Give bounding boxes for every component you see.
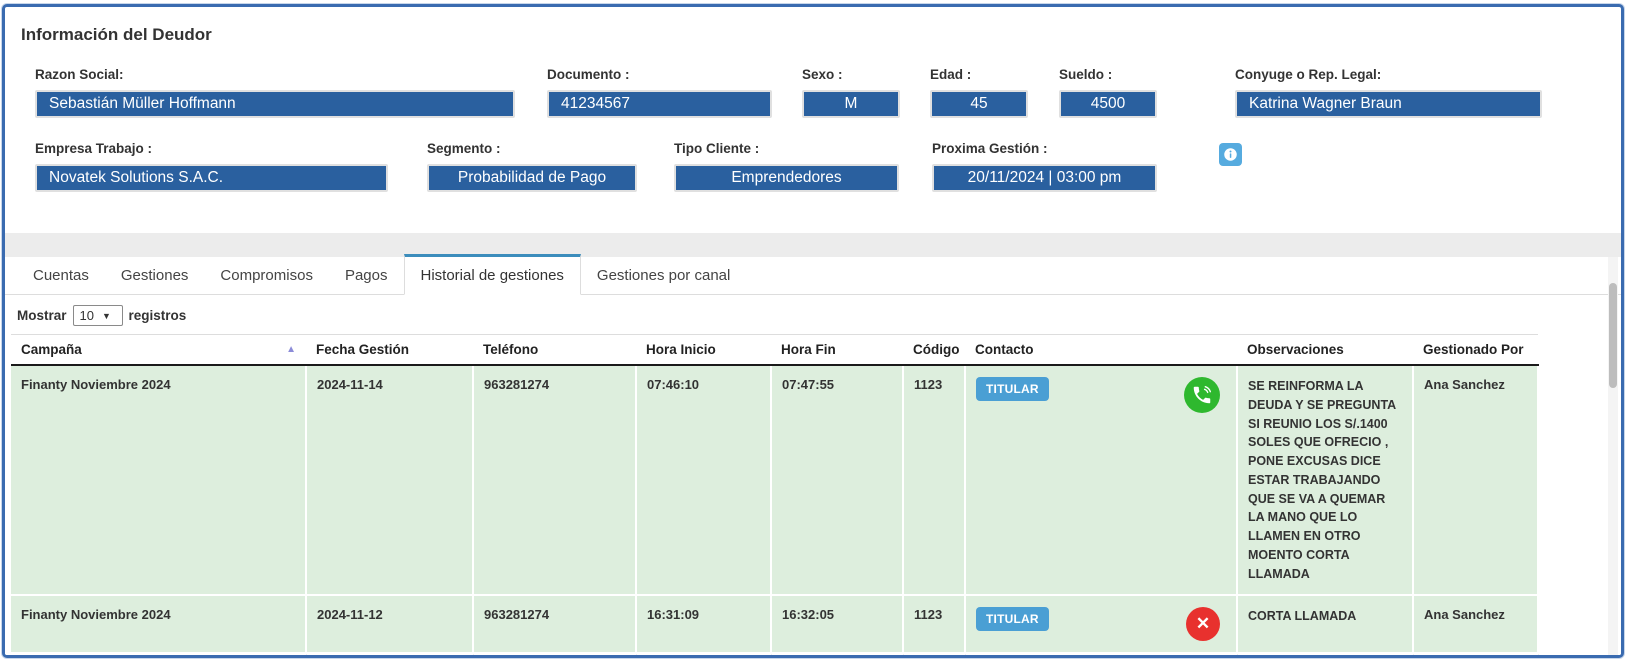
- cell-start-time: 07:46:10: [636, 365, 772, 597]
- cell-observations: SE REINFORMA LA DEUDA Y SE PREGUNTA SI R…: [1237, 365, 1414, 597]
- info-circle-glyph: [1224, 148, 1237, 161]
- sueldo-value[interactable]: 4500: [1059, 90, 1157, 118]
- tab-bar: Cuentas Gestiones Compromisos Pagos Hist…: [5, 254, 1621, 295]
- cell-agent: Yessenia Nima: [1413, 652, 1539, 655]
- conyuge-value[interactable]: Katrina Wagner Braun: [1235, 90, 1542, 118]
- field-sexo: Sexo : M: [802, 67, 900, 118]
- call-answered-icon: [1184, 377, 1220, 413]
- page-title: Información del Deudor: [21, 25, 212, 44]
- show-label: Mostrar: [17, 308, 67, 323]
- segmento-value[interactable]: Probabilidad de Pago: [427, 164, 637, 192]
- cell-date: 2024-11-14: [306, 365, 474, 597]
- table-row: Finanty Noviembre 2024 2024-11-12 963281…: [11, 595, 1539, 655]
- tab-pagos[interactable]: Pagos: [344, 267, 388, 284]
- field-label: Conyuge o Rep. Legal:: [1235, 67, 1382, 82]
- cell-observations: APROVECHA Y LIQUIDA TU DEUDA DE MIBANCO …: [1237, 652, 1414, 655]
- tab-historial-de-gestiones[interactable]: Historial de gestiones: [403, 254, 581, 295]
- contact-badge: TITULAR: [976, 607, 1049, 632]
- tab-compromisos[interactable]: Compromisos: [220, 267, 313, 284]
- col-header-fecha-gestion[interactable]: Fecha Gestión: [306, 334, 473, 366]
- cell-code: 1156: [903, 652, 966, 655]
- cell-phone: 963281274: [473, 652, 637, 655]
- field-label: Sexo :: [802, 67, 843, 82]
- razon-social-value[interactable]: Sebastián Müller Hoffmann: [35, 90, 515, 118]
- records-label: registros: [128, 308, 187, 323]
- field-conyuge: Conyuge o Rep. Legal: Katrina Wagner Bra…: [1235, 67, 1542, 118]
- field-sueldo: Sueldo : 4500: [1059, 67, 1157, 118]
- cell-phone: 963281274: [473, 365, 637, 597]
- edad-value[interactable]: 45: [930, 90, 1028, 118]
- section-divider: [5, 233, 1621, 257]
- cell-end-time: 16:32:05: [771, 595, 904, 655]
- cell-contact: TITULAR ✕: [965, 595, 1238, 655]
- sort-asc-icon: ▲: [286, 344, 296, 355]
- scrollbar-thumb[interactable]: [1609, 283, 1617, 388]
- debtor-info-section: Información del Deudor Razon Social: Seb…: [7, 7, 1619, 233]
- vertical-scrollbar[interactable]: [1608, 257, 1618, 655]
- field-label: Edad :: [930, 67, 972, 82]
- col-header-label: Campaña: [21, 342, 82, 357]
- field-label: Tipo Cliente :: [674, 141, 760, 156]
- col-header-gestionado-por[interactable]: Gestionado Por: [1413, 334, 1538, 366]
- table-row: Finanty Noviembre 2024 2024-11-11 963281…: [11, 652, 1539, 655]
- table-header-row: Campaña ▲ Fecha Gestión Teléfono Hora In…: [11, 334, 1538, 366]
- col-header-codigo[interactable]: Código: [903, 334, 965, 366]
- cell-observations: CORTA LLAMADA: [1237, 595, 1414, 655]
- field-label: Sueldo :: [1059, 67, 1113, 82]
- sexo-value[interactable]: M: [802, 90, 900, 118]
- tipo-cliente-value[interactable]: Emprendedores: [674, 164, 899, 192]
- field-documento: Documento : 41234567: [547, 67, 772, 118]
- tab-gestiones-por-canal[interactable]: Gestiones por canal: [596, 267, 731, 284]
- col-header-hora-inicio[interactable]: Hora Inicio: [636, 334, 771, 366]
- tab-gestiones[interactable]: Gestiones: [120, 267, 189, 284]
- info-icon[interactable]: [1219, 143, 1242, 166]
- cell-campaign: Finanty Noviembre 2024: [11, 595, 307, 655]
- cell-campaign: Finanty Noviembre 2024: [11, 365, 307, 597]
- cell-contact: BANDEJA DE ENTRADA: [965, 652, 1238, 655]
- table-row: Finanty Noviembre 2024 2024-11-14 963281…: [11, 365, 1539, 597]
- col-header-observaciones[interactable]: Observaciones: [1237, 334, 1413, 366]
- field-segmento: Segmento : Probabilidad de Pago: [427, 141, 637, 192]
- cell-agent: Ana Sanchez: [1413, 365, 1539, 597]
- cell-date: 2024-11-12: [306, 595, 474, 655]
- documento-value[interactable]: 41234567: [547, 90, 772, 118]
- call-failed-icon: ✕: [1186, 607, 1220, 642]
- cell-contact: TITULAR: [965, 365, 1238, 597]
- cell-start-time: 16:31:09: [636, 595, 772, 655]
- cell-date: 2024-11-11: [306, 652, 474, 655]
- cell-agent: Ana Sanchez: [1413, 595, 1539, 655]
- field-edad: Edad : 45: [930, 67, 1028, 118]
- field-razon-social: Razon Social: Sebastián Müller Hoffmann: [35, 67, 515, 118]
- cell-end-time: 07:47:55: [771, 365, 904, 597]
- contact-badge: TITULAR: [976, 377, 1049, 401]
- col-header-contacto[interactable]: Contacto: [965, 334, 1237, 366]
- proxima-gestion-value[interactable]: 20/11/2024 | 03:00 pm: [932, 164, 1157, 192]
- field-label: Segmento :: [427, 141, 501, 156]
- field-label: Proxima Gestión :: [932, 141, 1048, 156]
- cell-campaign: Finanty Noviembre 2024: [11, 652, 307, 655]
- tab-panel: Cuentas Gestiones Compromisos Pagos Hist…: [5, 254, 1621, 655]
- field-empresa: Empresa Trabajo : Novatek Solutions S.A.…: [35, 141, 388, 192]
- debtor-window: Información del Deudor Razon Social: Seb…: [2, 4, 1624, 658]
- page-size-value: 10: [79, 308, 94, 323]
- col-header-hora-fin[interactable]: Hora Fin: [771, 334, 903, 366]
- col-header-campana[interactable]: Campaña ▲: [11, 334, 306, 366]
- field-label: Empresa Trabajo :: [35, 141, 153, 156]
- col-header-telefono[interactable]: Teléfono: [473, 334, 636, 366]
- page-size-select[interactable]: 10 ▼: [72, 305, 123, 326]
- history-table: Campaña ▲ Fecha Gestión Teléfono Hora In…: [11, 334, 1539, 655]
- field-label: Documento :: [547, 67, 630, 82]
- cell-code: 1123: [903, 595, 966, 655]
- field-proxima-gestion: Proxima Gestión : 20/11/2024 | 03:00 pm: [932, 141, 1157, 192]
- field-tipo-cliente: Tipo Cliente : Emprendedores: [674, 141, 899, 192]
- cell-end-time: 00:00:15: [771, 652, 904, 655]
- field-label: Razon Social:: [35, 67, 124, 82]
- cell-start-time: 15:00:00: [636, 652, 772, 655]
- cell-phone: 963281274: [473, 595, 637, 655]
- cell-code: 1123: [903, 365, 966, 597]
- chevron-down-icon: ▼: [101, 310, 111, 321]
- tab-cuentas[interactable]: Cuentas: [33, 267, 89, 284]
- empresa-value[interactable]: Novatek Solutions S.A.C.: [35, 164, 388, 192]
- page-size-control: Mostrar 10 ▼ registros: [17, 305, 1621, 326]
